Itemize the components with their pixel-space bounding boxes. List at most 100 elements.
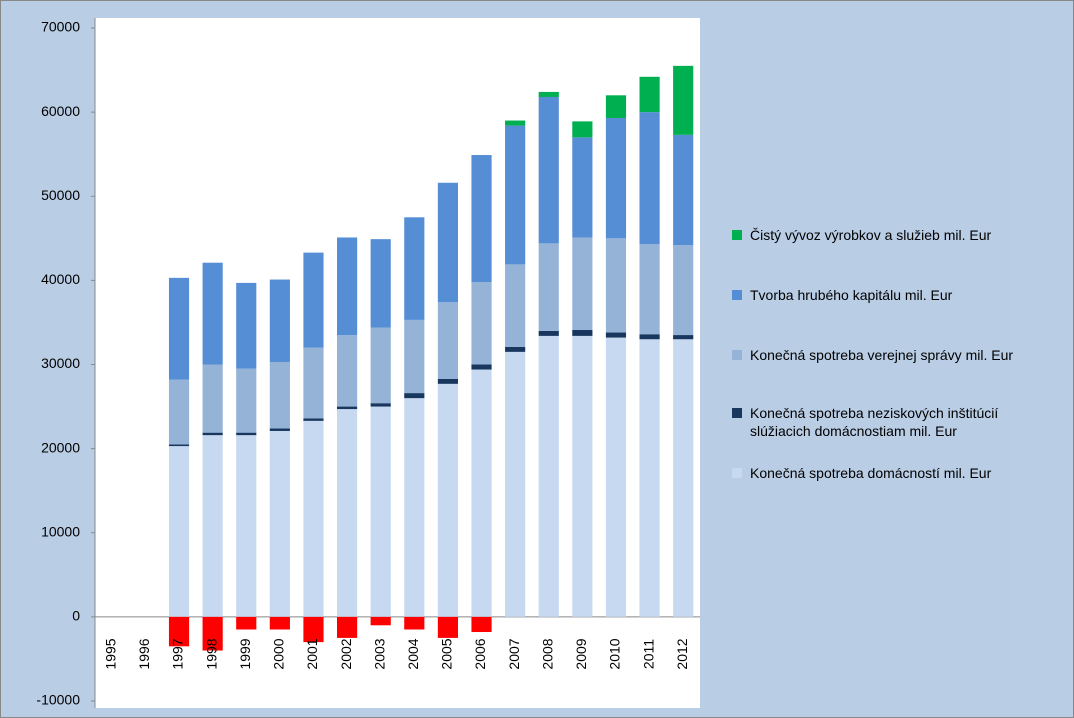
bar-segment — [202, 432, 223, 436]
bar-segment — [168, 277, 190, 380]
bar-segment — [605, 95, 627, 119]
x-tick-label: 2011 — [640, 639, 656, 669]
bar-segment — [538, 243, 559, 331]
bar-segment — [639, 76, 660, 113]
y-tick-label: 10000 — [41, 523, 80, 539]
bar-segment — [505, 120, 526, 126]
bar-segment — [269, 279, 290, 362]
bar-segment — [538, 330, 559, 336]
legend-swatch — [732, 350, 742, 360]
bar-segment — [471, 364, 492, 370]
x-tick-label: 2009 — [573, 638, 589, 669]
legend-item: Čistý vývoz výrobkov a služieb mil. Eur — [728, 226, 1058, 244]
bar-segment — [202, 364, 223, 433]
bar-segment — [605, 332, 627, 338]
y-tick-label: 50000 — [41, 187, 80, 203]
bar-segment — [168, 444, 190, 447]
bar-segment — [505, 125, 526, 265]
bar-segment — [471, 369, 492, 617]
legend-swatch — [732, 290, 742, 300]
bar-segment — [269, 616, 290, 630]
bar-segment — [673, 134, 694, 246]
bar-segment — [605, 337, 627, 617]
legend-label: Konečná spotreba verejnej správy mil. Eu… — [750, 347, 1014, 363]
bar-segment — [236, 282, 257, 369]
bar-segment — [572, 137, 593, 238]
bar-segment — [337, 406, 358, 410]
bar-segment — [505, 264, 526, 347]
bar-segment — [269, 361, 290, 429]
y-tick-label: 40000 — [41, 271, 80, 287]
x-tick-label: 1996 — [136, 638, 152, 669]
x-tick-label: 1995 — [103, 638, 119, 669]
bar-segment — [337, 335, 358, 407]
bar-segment — [437, 182, 458, 303]
bar-segment — [404, 616, 425, 630]
bar-segment — [303, 252, 324, 348]
bar-segment — [269, 428, 290, 431]
bar-segment — [370, 403, 391, 407]
bar-segment — [337, 409, 358, 617]
bar-segment — [572, 330, 593, 336]
y-tick-label: 30000 — [41, 355, 80, 371]
legend-label: Tvorba hrubého kapitálu mil. Eur — [750, 287, 953, 303]
bar-segment — [538, 335, 559, 617]
bar-segment — [370, 616, 391, 626]
x-tick-label: 2002 — [338, 638, 354, 669]
legend-label: Čistý vývoz výrobkov a služieb mil. Eur — [750, 227, 992, 243]
bar-segment — [404, 217, 425, 320]
bar-segment — [538, 96, 559, 244]
x-tick-label: 2000 — [271, 638, 287, 669]
bar-segment — [437, 302, 458, 379]
x-tick-label: 2001 — [304, 638, 320, 669]
bar-segment — [236, 435, 257, 617]
bar-segment — [303, 616, 324, 643]
bar-segment — [236, 616, 257, 630]
x-tick-label: 1999 — [237, 638, 253, 669]
bar-segment — [572, 335, 593, 617]
bar-segment — [404, 319, 425, 394]
legend-swatch — [732, 408, 742, 418]
bar-segment — [437, 616, 458, 638]
bar-segment — [303, 420, 324, 617]
bar-segment — [437, 378, 458, 384]
y-tick-label: 70000 — [41, 19, 80, 35]
bar-segment — [572, 121, 593, 138]
bar-segment — [605, 238, 627, 333]
legend-swatch — [732, 468, 742, 478]
legend-label: Konečná spotreba neziskových inštitúcií … — [750, 405, 999, 439]
bar-segment — [337, 237, 358, 336]
bar-segment — [505, 351, 526, 617]
y-tick-label: -10000 — [36, 692, 80, 708]
bar-segment — [639, 339, 660, 617]
x-tick-label: 2010 — [607, 638, 623, 669]
bar-segment — [404, 393, 425, 399]
bar-segment — [370, 327, 391, 404]
y-tick-label: 60000 — [41, 103, 80, 119]
x-tick-label: 2006 — [472, 638, 488, 669]
legend-swatch — [732, 230, 742, 240]
bar-segment — [202, 262, 223, 365]
x-tick-label: 2007 — [506, 638, 522, 669]
x-tick-label: 2012 — [674, 638, 690, 669]
bar-segment — [673, 65, 694, 135]
bar-segment — [236, 368, 257, 433]
legend-item: Konečná spotreba domácností mil. Eur — [728, 464, 1058, 482]
legend-item: Tvorba hrubého kapitálu mil. Eur — [728, 286, 1058, 304]
x-tick-label: 2004 — [405, 638, 421, 669]
plot-area — [95, 18, 700, 708]
x-tick-label: 2008 — [539, 638, 555, 669]
bar-segment — [202, 435, 223, 617]
bar-segment — [202, 616, 223, 651]
bar-segment — [605, 118, 627, 239]
bar-segment — [471, 616, 492, 633]
bar-segment — [639, 334, 660, 340]
x-tick-label: 2005 — [439, 638, 455, 669]
bar-segment — [236, 432, 257, 436]
bar-segment — [572, 237, 593, 331]
y-tick-label: 20000 — [41, 439, 80, 455]
bar-segment — [538, 91, 559, 97]
bar-segment — [168, 446, 190, 617]
